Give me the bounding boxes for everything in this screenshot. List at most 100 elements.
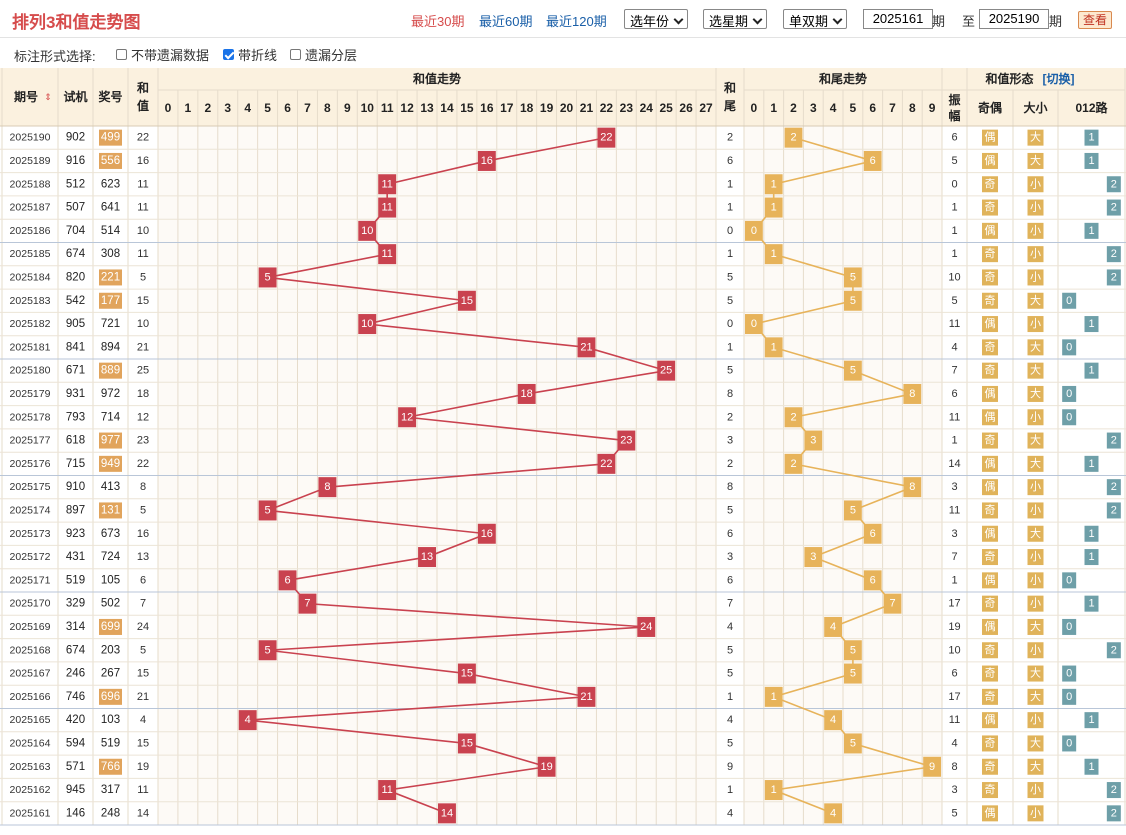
sum-marker [517,383,536,404]
test-number: 507 [66,202,85,214]
amplitude-value: 1 [951,435,957,447]
route-label: 1 [1088,155,1094,167]
sum-marker [577,337,596,358]
size-marker [1027,362,1044,379]
tail-marker [824,616,842,637]
test-number: 594 [66,737,86,749]
parity-marker [982,269,998,286]
tail-marker [863,523,882,544]
tail-marker-text: 5 [850,644,856,656]
issue-number: 2025176 [10,458,51,470]
issue-number: 2025171 [10,574,51,586]
issue-number: 2025187 [10,202,51,214]
route-label: 2 [1111,644,1117,656]
parity-marker [982,409,998,426]
size-marker [1027,246,1044,263]
route-label: 1 [1088,225,1094,237]
sum-marker-text: 11 [381,202,392,214]
tail-value: 7 [727,598,733,610]
route-label: 0 [1066,388,1072,400]
parity-marker [982,316,998,333]
sum-value: 22 [137,458,149,470]
tail-digit-header: 1 [770,101,777,115]
amp-header: 振 [948,92,960,107]
route-marker [1062,618,1077,635]
tail-value: 5 [727,295,733,307]
sum-digit-header: 25 [659,101,673,115]
amplitude-value: 7 [951,365,957,377]
tail-value: 1 [727,202,733,214]
sum-value: 7 [140,598,146,610]
sum-marker-text: 22 [600,132,612,144]
odd-even-period-select[interactable]: 单双期 [783,9,847,29]
issue-header: 期号 [14,89,38,104]
weekday-select[interactable]: 选星期 [703,9,767,29]
tail-marker [804,430,823,451]
sum-value: 15 [137,295,149,307]
parity-label: 偶 [985,806,996,819]
sum-marker-text: 15 [461,668,473,680]
period-word-2: 期 [1049,14,1063,29]
omission-layer-checkbox[interactable]: 遗漏分层 [290,45,357,64]
route-label: 1 [1088,132,1094,144]
route-marker [1106,176,1121,193]
issue-number: 2025178 [10,411,51,423]
issue-number: 2025170 [10,598,51,610]
recent-120-link[interactable]: 最近120期 [546,14,607,29]
no-omission-checkbox[interactable]: 不带遗漏数据 [116,45,209,64]
route-label: 0 [1066,737,1072,749]
tail-digit-header: 0 [751,101,758,115]
year-select[interactable]: 选年份 [624,9,688,29]
sum-marker-text: 14 [441,807,453,819]
polyline-checkbox[interactable]: 带折线 [223,45,277,64]
test-number: 905 [66,318,85,330]
route-label: 1 [1088,318,1094,330]
sum-value: 24 [137,621,149,633]
amplitude-value: 1 [951,202,957,214]
tail-value: 5 [727,668,733,680]
parity-label: 偶 [985,387,996,400]
recent-60-link[interactable]: 最近60期 [479,14,533,29]
prize-highlight [99,292,122,309]
tail-value: 3 [727,551,733,563]
parity-marker [982,502,998,519]
parity-marker [982,455,998,472]
tail-marker-text: 3 [810,435,816,447]
prize-number: 721 [101,318,120,330]
parity-marker [982,549,998,566]
query-button[interactable]: 查看 [1078,11,1112,29]
switch-link[interactable]: [切换] [1043,71,1075,86]
recent-30-link[interactable]: 最近30期 [411,14,465,29]
to-issue-input[interactable]: 2025190 [979,9,1049,29]
size-marker [1027,455,1044,472]
prize-number: 673 [101,528,120,540]
amplitude-value: 10 [948,271,960,283]
sum-header: 值 [137,98,149,113]
parity-label: 奇 [985,643,996,656]
sum-digit-header: 3 [224,101,231,115]
sum-digit-header: 22 [600,101,614,115]
tail-marker-text: 6 [870,155,876,167]
sum-digit-header: 10 [361,101,375,115]
prize-number: 248 [101,807,120,819]
size-marker [1027,292,1044,309]
prize-header: 奖号 [98,89,122,104]
route-label: 2 [1111,784,1117,796]
test-number: 916 [66,155,85,167]
sum-marker [258,640,277,661]
tail-value: 2 [727,132,733,144]
sum-marker-text: 10 [361,318,373,330]
route-marker [1062,735,1077,752]
size-label: 小 [1030,806,1041,819]
sum-value: 4 [140,714,146,726]
sum-digit-header: 23 [620,101,634,115]
route-marker [1084,222,1099,239]
from-issue-input[interactable]: 2025161 [863,9,933,29]
parity-marker [982,176,998,193]
size-label: 大 [1030,526,1041,540]
sum-value: 5 [140,504,146,516]
parity-marker [982,222,998,239]
size-marker [1027,479,1044,496]
tail-value: 4 [727,621,733,633]
route-label: 2 [1111,178,1117,190]
